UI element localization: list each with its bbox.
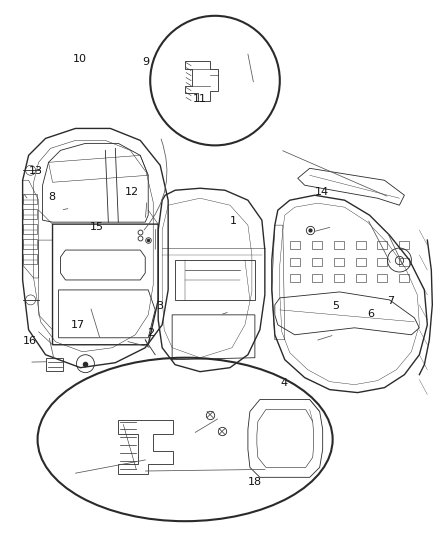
Bar [399,258,410,266]
Bar [378,258,388,266]
Bar [399,241,410,249]
Text: 4: 4 [280,378,287,389]
Bar [23,209,37,219]
Bar [290,274,300,282]
Bar [356,241,366,249]
Text: 18: 18 [247,477,261,487]
Text: 11: 11 [193,94,207,104]
Bar [46,358,64,370]
Bar [312,241,321,249]
Bar [23,254,37,264]
Bar [290,258,300,266]
Text: 10: 10 [73,54,87,64]
Bar [356,258,366,266]
Bar [378,274,388,282]
Bar [312,258,321,266]
Text: 2: 2 [147,328,154,338]
Text: 17: 17 [71,320,85,330]
Text: 14: 14 [315,187,329,197]
Bar [290,241,300,249]
Bar [378,241,388,249]
Text: 15: 15 [90,222,104,232]
Text: 13: 13 [29,166,43,176]
Bar [312,274,321,282]
Bar [23,224,37,234]
Bar [334,258,343,266]
Text: 3: 3 [155,301,162,311]
Text: 7: 7 [387,296,394,306]
Text: 5: 5 [332,301,339,311]
Bar [356,274,366,282]
Bar [334,241,343,249]
Bar [334,274,343,282]
Text: 1: 1 [230,216,237,227]
Bar [399,274,410,282]
Text: 8: 8 [49,192,56,203]
Bar [23,194,37,204]
Text: 9: 9 [143,57,150,67]
Bar [23,239,37,249]
Text: 6: 6 [367,309,374,319]
Text: 16: 16 [22,336,36,346]
Text: 12: 12 [125,187,139,197]
